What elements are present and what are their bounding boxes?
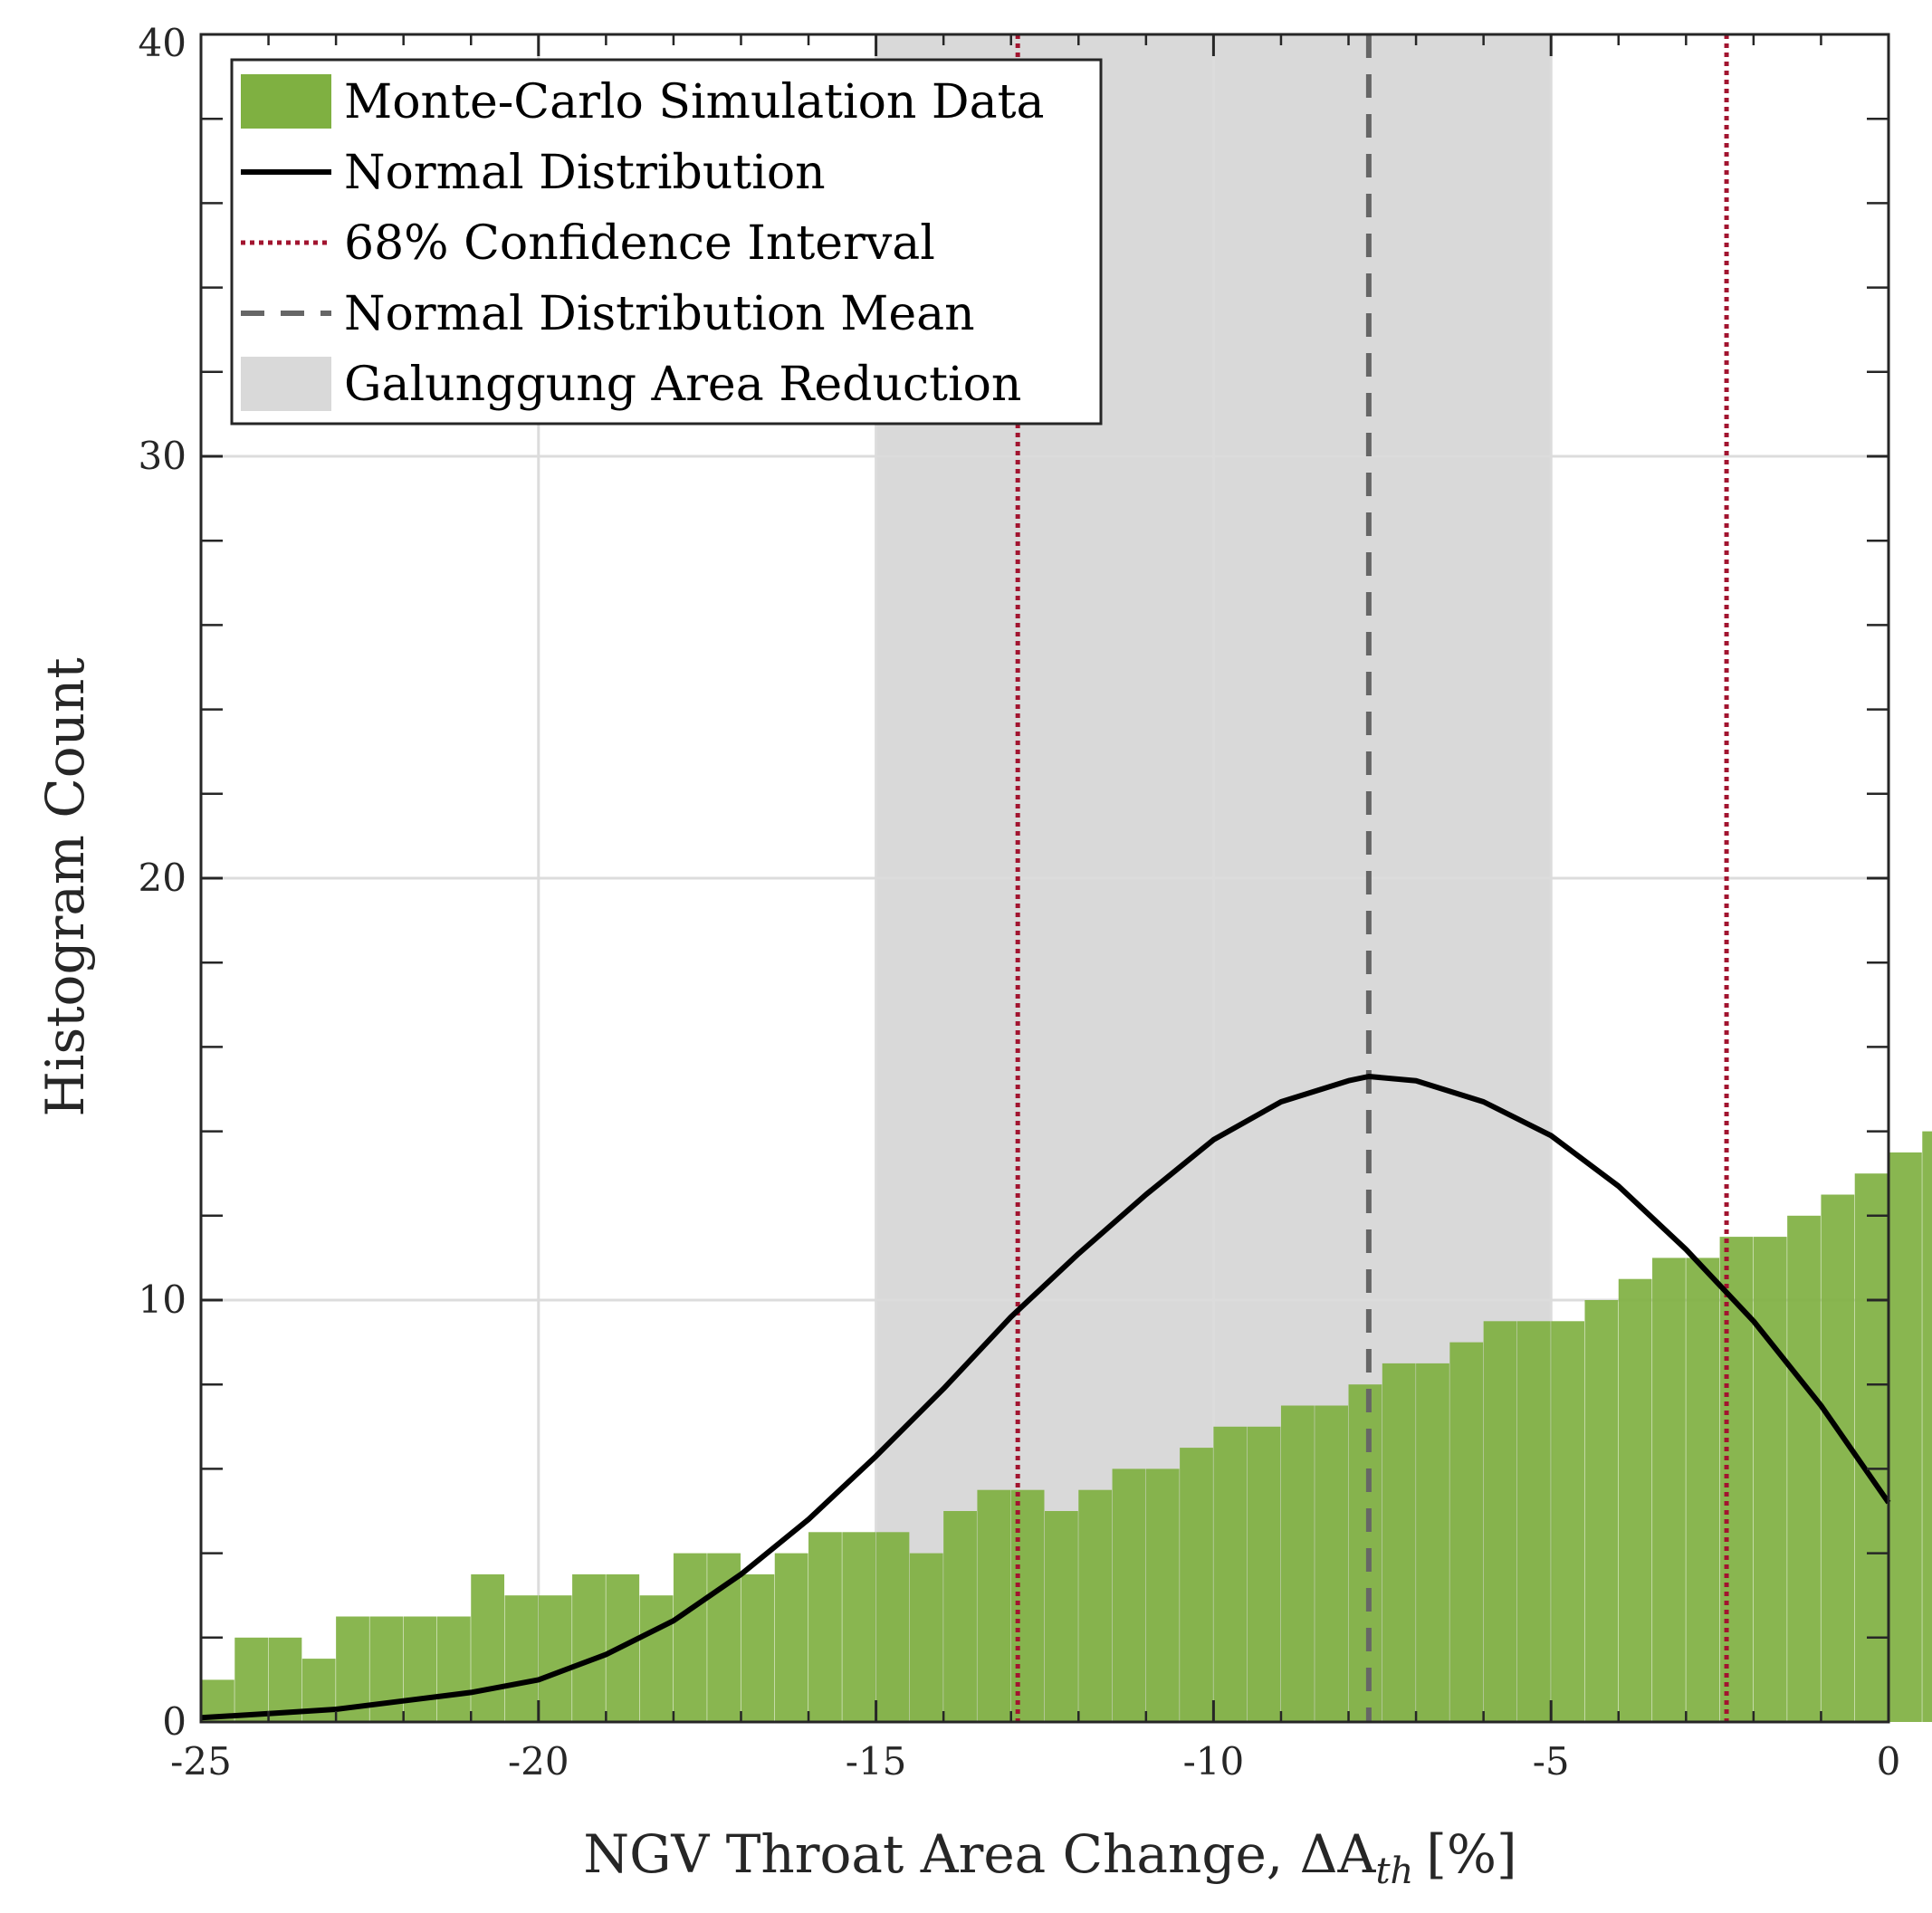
legend-box: [230, 58, 1103, 426]
histogram-bar: [1247, 1426, 1281, 1722]
histogram-bar: [268, 1637, 302, 1722]
histogram-bar: [1112, 1468, 1146, 1722]
histogram-bar: [1382, 1363, 1416, 1722]
histogram-bar: [1787, 1215, 1821, 1722]
histogram-bar: [538, 1595, 572, 1722]
histogram-bar: [1584, 1300, 1619, 1722]
histogram-bar: [774, 1553, 808, 1722]
y-tick-label: 20: [139, 856, 187, 900]
histogram-bar: [234, 1637, 269, 1722]
histogram-bar: [1753, 1237, 1787, 1722]
legend-swatch: [241, 357, 331, 411]
legend-label: 68% Confidence Interval: [344, 216, 935, 271]
histogram-bar: [471, 1573, 505, 1722]
histogram-bar: [1045, 1511, 1078, 1722]
histogram-bar: [1686, 1258, 1720, 1722]
x-axis-title-main: NGV Throat Area Change, ΔA: [583, 1823, 1376, 1885]
histogram-bar: [403, 1616, 437, 1722]
histogram-bar: [1922, 1131, 1932, 1722]
x-axis-title-unit: [%]: [1426, 1823, 1516, 1885]
histogram-bar: [1551, 1321, 1584, 1722]
histogram-bar: [943, 1511, 977, 1722]
histogram-bar: [1348, 1384, 1382, 1722]
histogram-bar: [1145, 1468, 1180, 1722]
legend-label: Galunggung Area Reduction: [344, 358, 1021, 412]
y-tick-label: 10: [139, 1277, 187, 1322]
histogram-bar: [1483, 1321, 1517, 1722]
histogram-bar: [1078, 1489, 1113, 1722]
histogram-bar: [1180, 1448, 1213, 1722]
y-tick-label: 30: [139, 434, 187, 478]
x-axis-title-subscript: th: [1375, 1851, 1413, 1892]
x-tick-label: -5: [1533, 1739, 1570, 1784]
histogram-bar: [1315, 1405, 1349, 1722]
histogram-bar: [909, 1553, 943, 1722]
histogram-bar: [1449, 1342, 1484, 1722]
histogram-bar: [504, 1595, 539, 1722]
histogram-bar: [436, 1616, 471, 1722]
histogram-bar: [1213, 1426, 1248, 1722]
histogram-bar: [1010, 1489, 1045, 1722]
histogram-bar: [1889, 1152, 1922, 1722]
normal-distribution-curve: [200, 1074, 1891, 1721]
histogram-bar: [1652, 1258, 1686, 1722]
histogram-bar: [977, 1489, 1011, 1722]
histogram-bar: [572, 1573, 606, 1722]
x-tick-label: -15: [846, 1739, 907, 1784]
y-tick-label: 40: [139, 21, 187, 65]
histogram-bar: [1821, 1194, 1855, 1722]
histogram-bar: [1416, 1363, 1449, 1722]
x-axis-title: NGV Throat Area Change, ΔAth [%]: [583, 1823, 1516, 1892]
histogram-bar: [875, 1532, 910, 1722]
legend-label: Normal Distribution: [344, 146, 826, 200]
histogram-bar: [741, 1573, 775, 1722]
legend-label: Normal Distribution Mean: [344, 287, 975, 341]
histogram-bar: [1854, 1173, 1889, 1722]
histogram-bar: [1516, 1321, 1551, 1722]
legend-label: Monte-Carlo Simulation Data: [344, 75, 1045, 129]
histogram-bar: [842, 1532, 876, 1722]
x-tick-label: -25: [170, 1739, 232, 1784]
histogram-bar: [639, 1595, 674, 1722]
x-tick-label: 0: [1877, 1739, 1901, 1784]
y-axis-title: Histogram Count: [34, 657, 96, 1116]
histogram-bar: [1280, 1405, 1315, 1722]
x-tick-label: -20: [508, 1739, 569, 1784]
histogram-bar: [673, 1553, 707, 1722]
legend-swatch: [241, 74, 331, 129]
histogram-bar: [808, 1532, 842, 1722]
y-tick-label: 0: [162, 1699, 187, 1744]
x-tick-label: -10: [1183, 1739, 1245, 1784]
histogram-bar: [1618, 1278, 1652, 1722]
